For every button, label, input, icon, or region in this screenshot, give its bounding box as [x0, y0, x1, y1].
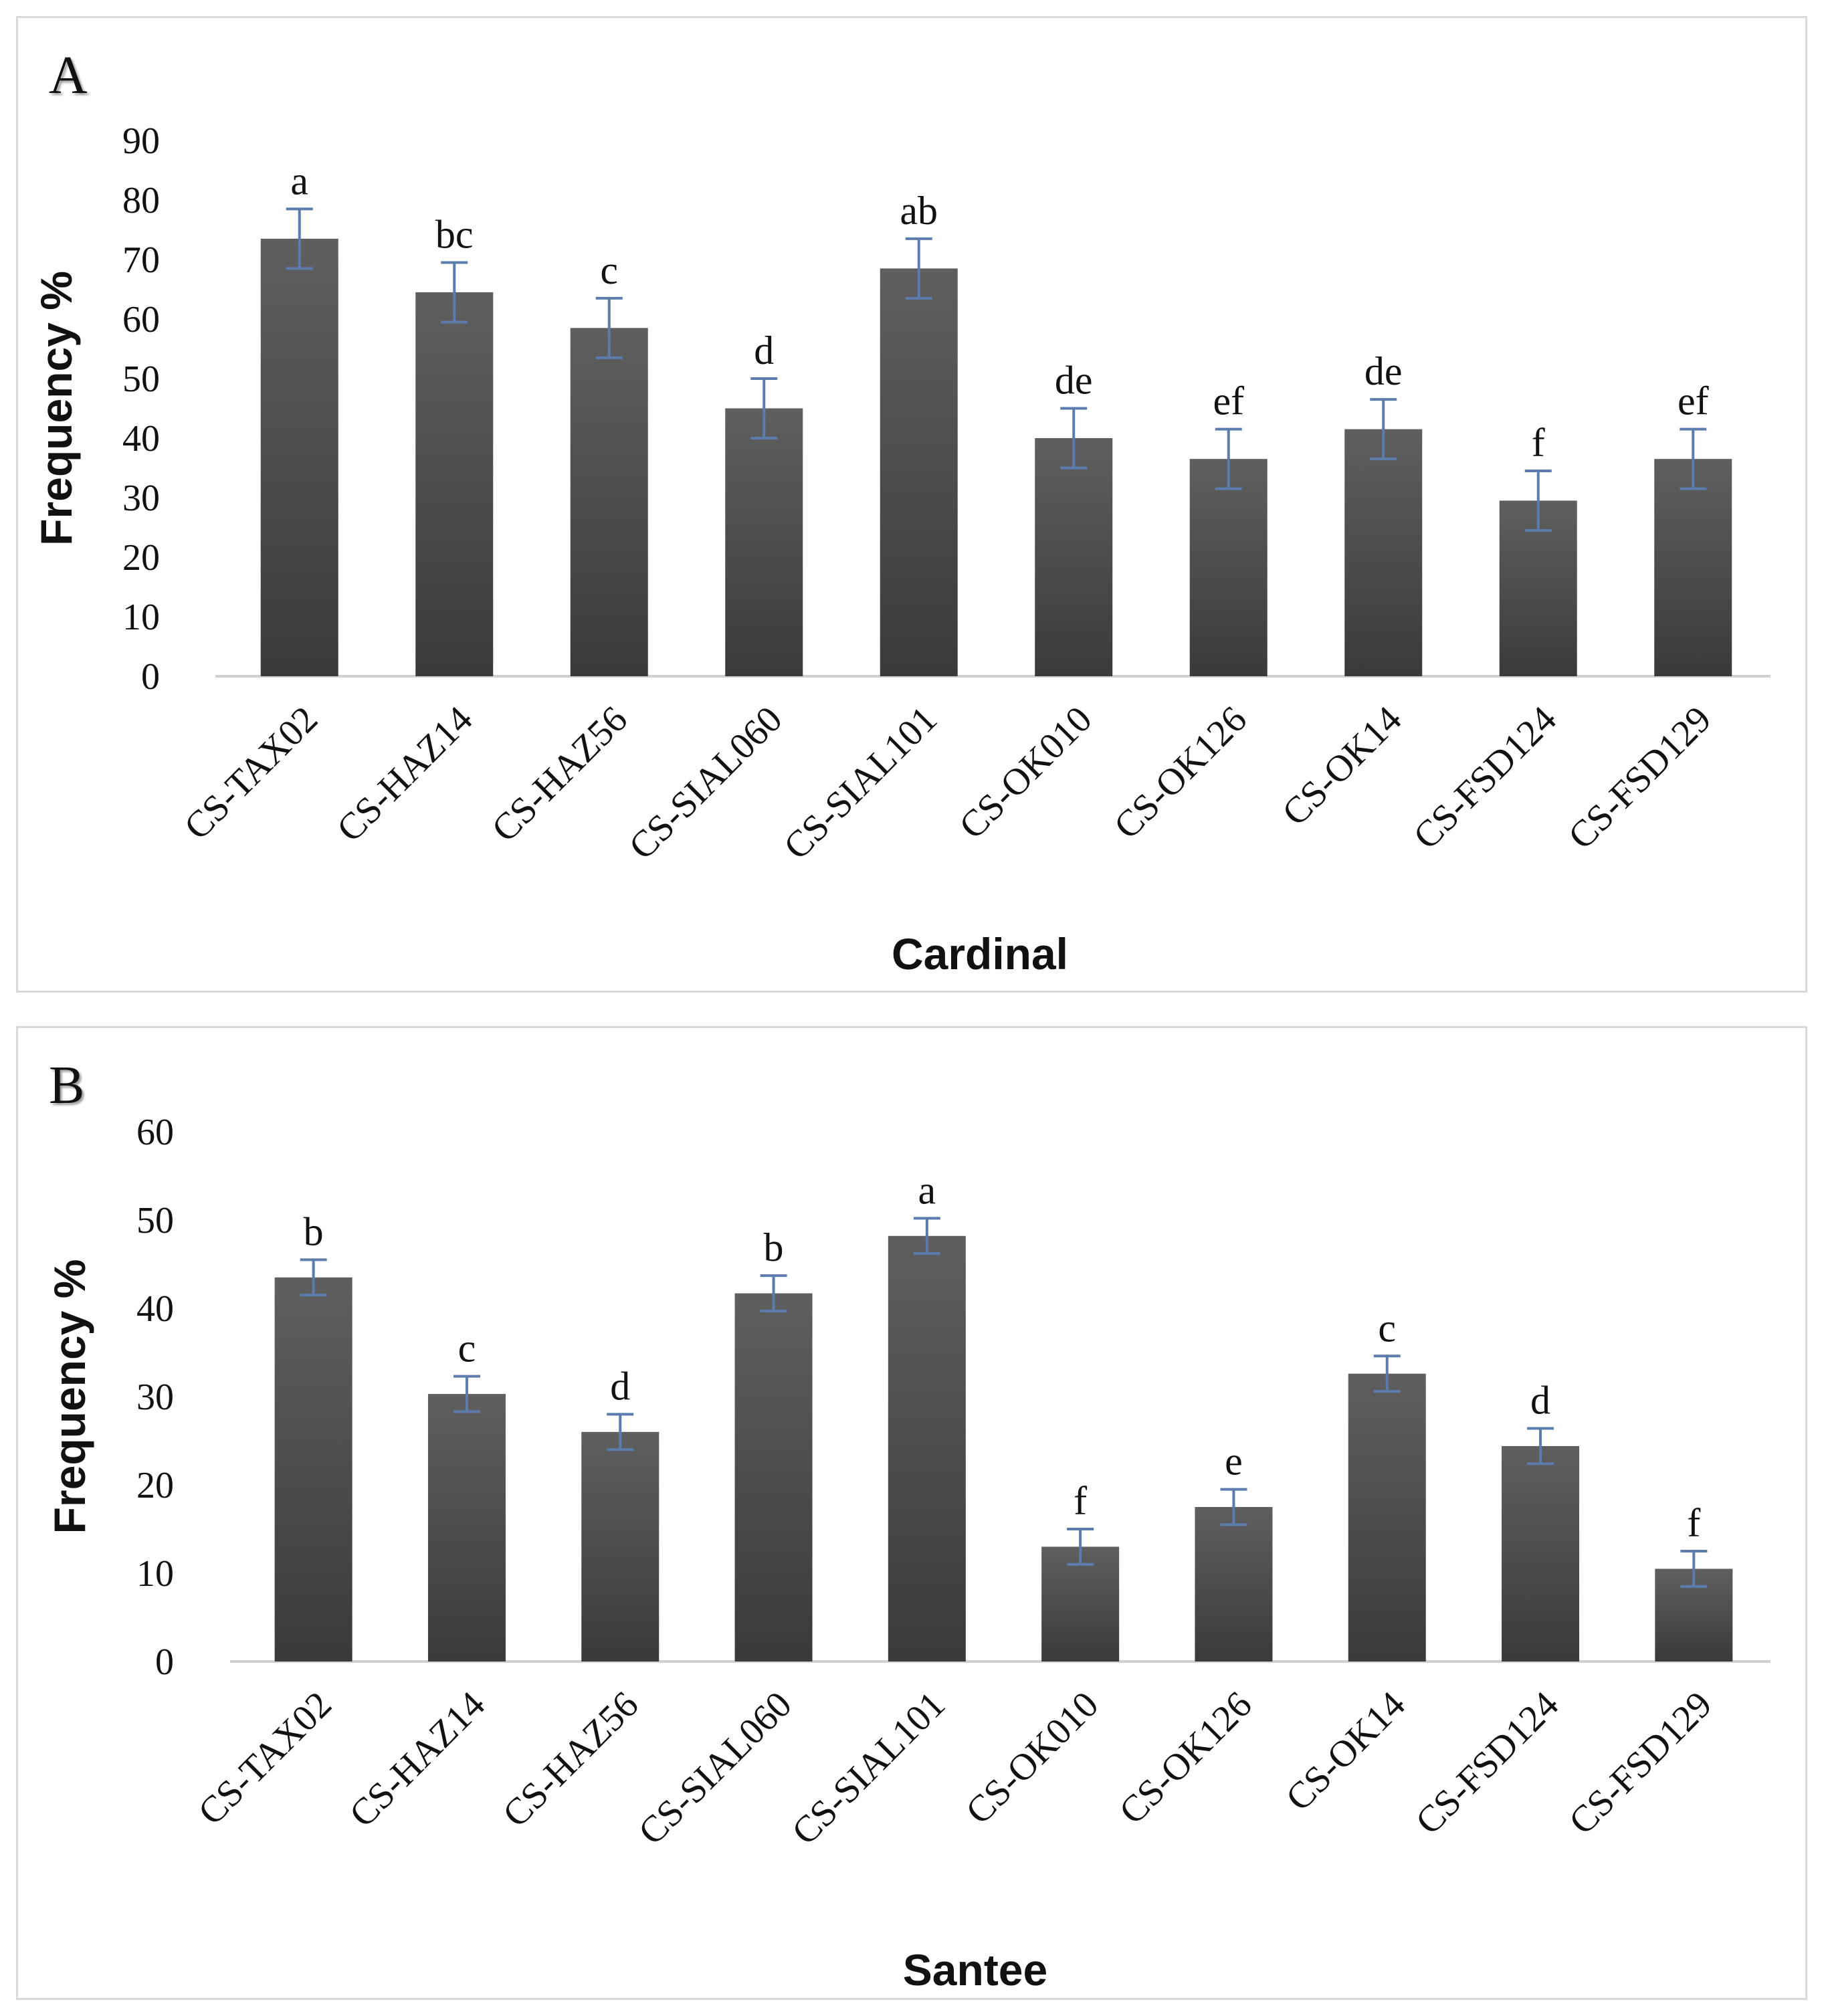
significance-label: d: [1530, 1379, 1550, 1423]
significance-label: f: [1532, 421, 1545, 465]
bar: [888, 1235, 966, 1661]
bar-chart-b: 0 10 20 30 40 50 60 b CS-TAX02 c CS-HAZ14 d CS-HAZ56…: [45, 1112, 1770, 1995]
x-tick-label: CS-HAZ56: [495, 1684, 646, 1835]
x-tick-label: CS-FSD129: [1560, 698, 1719, 857]
bar: [570, 328, 648, 677]
y-tick-label: 50: [136, 1200, 174, 1241]
x-tick-label: CS-OK010: [958, 1684, 1106, 1832]
significance-label: c: [1378, 1306, 1396, 1350]
bar-chart-a: 0 10 20 30 40 50 60 70 80 90 a CS-TAX02 bc CS-HAZ14 c C…: [31, 120, 1770, 979]
x-axis-title: Cardinal: [892, 929, 1068, 979]
x-tick-label: CS-FSD124: [1405, 698, 1564, 857]
x-tick-label: CS-SIAL101: [776, 698, 945, 868]
chart-panel-b: B 0 10 20 30 40 50 60 b CS-TAX02 c CS-HAZ14 d CS-HAZ…: [16, 1026, 1807, 2000]
y-tick-label: 30: [122, 478, 160, 519]
significance-label: ab: [900, 189, 938, 233]
significance-label: c: [600, 248, 618, 292]
x-tick-label: CS-OK126: [1106, 698, 1255, 847]
bar: [274, 1277, 352, 1661]
y-axis-title: Frequency %: [45, 1259, 94, 1534]
y-tick-label: 10: [122, 597, 160, 638]
bar: [1041, 1546, 1120, 1661]
x-tick-label: CS-HAZ14: [329, 698, 480, 849]
x-tick-label: CS-HAZ56: [484, 698, 635, 849]
x-tick-label: CS-TAX02: [177, 698, 326, 847]
bar: [581, 1431, 660, 1661]
significance-label: d: [610, 1364, 630, 1408]
significance-label: b: [764, 1225, 784, 1270]
x-tick-label: CS-FSD129: [1561, 1684, 1720, 1842]
chart-panel-a: A 0 10 20 30 40 50 60 70 80 90 a CS-TAX02 bc CS-HAZ14…: [16, 16, 1807, 993]
bar: [734, 1293, 813, 1661]
significance-label: b: [304, 1209, 324, 1253]
significance-label: ef: [1678, 379, 1709, 423]
significance-label: f: [1074, 1479, 1087, 1523]
y-tick-label: 0: [155, 1641, 174, 1683]
x-tick-label: CS-OK126: [1112, 1684, 1260, 1832]
x-tick-label: CS-OK010: [951, 698, 1100, 847]
bar: [1654, 459, 1732, 676]
x-tick-label: CS-TAX02: [191, 1684, 340, 1833]
y-tick-label: 0: [141, 656, 160, 698]
x-tick-label: CS-OK14: [1274, 698, 1409, 833]
significance-label: a: [918, 1168, 936, 1212]
x-tick-label: CS-SIAL101: [784, 1684, 953, 1853]
y-tick-label: 50: [122, 359, 160, 400]
significance-label: ef: [1213, 379, 1244, 423]
significance-label: de: [1055, 359, 1093, 403]
significance-label: a: [290, 159, 308, 203]
panel-letter-a: A: [49, 46, 88, 105]
y-tick-label: 70: [122, 239, 160, 281]
x-tick-label: CS-SIAL060: [631, 1684, 800, 1853]
significance-label: c: [458, 1326, 476, 1371]
bar: [725, 408, 803, 676]
significance-label: bc: [435, 212, 474, 256]
panel-letter-b: B: [49, 1056, 85, 1115]
bar: [880, 268, 958, 677]
significance-label: f: [1687, 1501, 1700, 1545]
x-tick-label: CS-SIAL060: [621, 698, 791, 868]
bar: [1348, 1373, 1426, 1661]
bar: [1344, 429, 1423, 676]
bar: [427, 1394, 506, 1661]
x-tick-label: CS-OK14: [1278, 1684, 1413, 1819]
y-tick-label: 60: [136, 1112, 174, 1153]
y-tick-label: 10: [136, 1553, 174, 1595]
bar: [1035, 438, 1113, 676]
y-tick-label: 90: [122, 120, 160, 162]
bar: [415, 292, 494, 676]
significance-label: e: [1225, 1439, 1243, 1484]
y-tick-label: 20: [122, 537, 160, 579]
x-tick-label: CS-HAZ14: [342, 1684, 493, 1835]
y-axis-title: Frequency %: [31, 271, 81, 546]
y-tick-label: 40: [122, 418, 160, 460]
bar: [1189, 459, 1268, 676]
significance-label: de: [1364, 349, 1403, 393]
significance-label: d: [754, 328, 774, 373]
bar: [260, 238, 338, 677]
y-tick-label: 80: [122, 180, 160, 221]
bar: [1502, 1445, 1580, 1661]
y-tick-label: 30: [136, 1377, 174, 1418]
y-tick-label: 40: [136, 1288, 174, 1330]
bar: [1195, 1507, 1273, 1661]
x-tick-label: CS-FSD124: [1408, 1684, 1566, 1842]
x-axis-title: Santee: [903, 1945, 1047, 1995]
y-tick-label: 60: [122, 299, 160, 340]
y-tick-label: 20: [136, 1465, 174, 1506]
